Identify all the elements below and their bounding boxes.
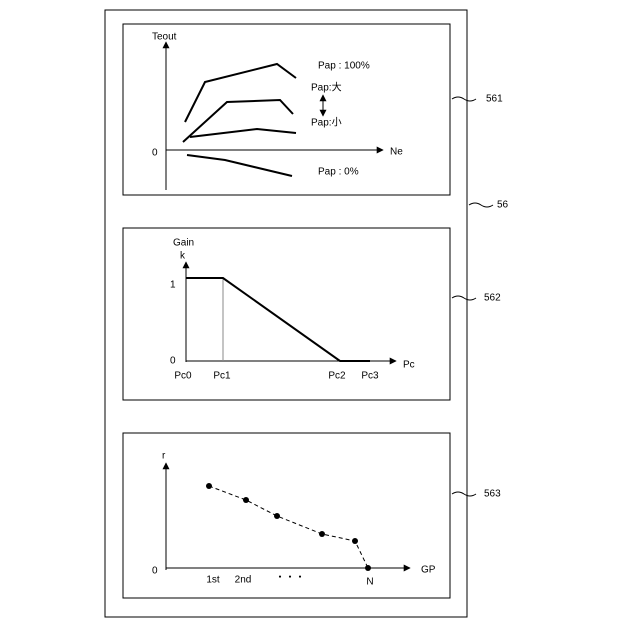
axis-symbol: k <box>180 251 186 262</box>
tick-label: Pc2 <box>328 371 346 382</box>
leader <box>469 203 493 207</box>
tick-label: Pc3 <box>361 371 379 382</box>
point <box>206 483 212 489</box>
tick-label: 0 <box>170 356 176 367</box>
figure-ref: 56 <box>497 200 509 211</box>
tick-label: 1 <box>170 280 176 291</box>
axis-label: r <box>162 451 166 462</box>
point <box>243 497 249 503</box>
tick-label: ・・・ <box>275 573 305 584</box>
curve-label: Pap : 0% <box>318 167 359 178</box>
point <box>319 531 325 537</box>
outer-frame <box>105 10 467 617</box>
origin-label: 0 <box>152 148 158 159</box>
tick-label: 2nd <box>235 575 252 586</box>
panel <box>123 228 450 400</box>
axis-label: Gain <box>173 238 194 249</box>
curve <box>185 64 296 122</box>
curve <box>190 129 296 137</box>
panel-ref: 562 <box>484 293 501 304</box>
axis-label: Teout <box>152 32 177 43</box>
tick-label: Pc1 <box>213 371 231 382</box>
axis-label: Ne <box>390 147 403 158</box>
tick-label: 1st <box>206 575 220 586</box>
origin-label: 0 <box>152 566 158 577</box>
leader <box>452 296 476 300</box>
gain-curve <box>186 278 370 361</box>
tick-label: Pc0 <box>174 371 192 382</box>
panel <box>123 24 450 195</box>
points <box>206 483 371 571</box>
leader <box>452 97 476 101</box>
curve-label: Pap:大 <box>311 81 342 94</box>
point <box>352 538 358 544</box>
leader <box>452 492 476 496</box>
curve <box>187 155 292 176</box>
point <box>365 565 371 571</box>
curve-label: Pap : 100% <box>318 61 370 72</box>
dashed-curve <box>209 486 368 568</box>
panel-ref: 563 <box>484 489 501 500</box>
axis-label: Pc <box>403 360 415 371</box>
curve-label: Pap:小 <box>311 117 342 129</box>
point <box>274 513 280 519</box>
axis-label: GP <box>421 565 436 576</box>
tick-label: N <box>366 577 373 588</box>
panel-ref: 561 <box>486 94 503 105</box>
